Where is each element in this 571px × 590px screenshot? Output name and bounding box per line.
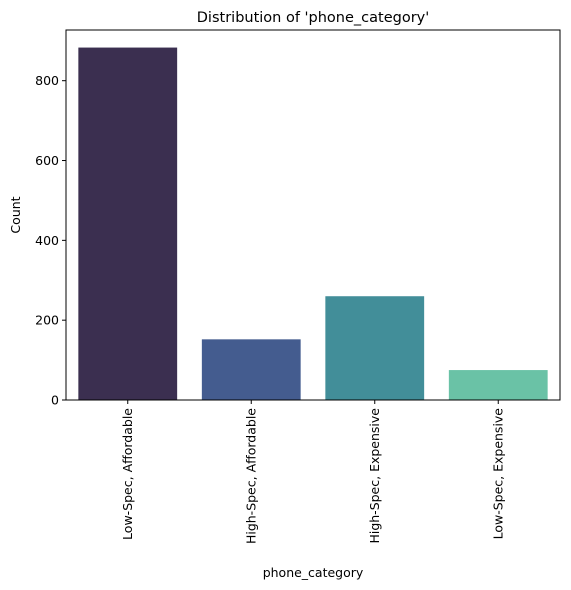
y-tick-label-2: 400 bbox=[35, 233, 59, 248]
plot-frame bbox=[65, 29, 561, 401]
y-axis: 0 200 400 600 800 bbox=[35, 73, 66, 408]
bar-0 bbox=[78, 47, 178, 401]
bar-1 bbox=[201, 339, 301, 400]
x-tick-label-0: Low-Spec, Affordable bbox=[120, 408, 135, 540]
y-tick-label-4: 800 bbox=[35, 73, 59, 88]
y-axis-label: Count bbox=[8, 196, 23, 233]
bar-3 bbox=[448, 370, 548, 400]
bar-2 bbox=[325, 296, 425, 400]
x-axis: Low-Spec, Affordable High-Spec, Affordabl… bbox=[120, 400, 505, 544]
x-tick-label-1: High-Spec, Affordable bbox=[243, 408, 258, 544]
bars-group bbox=[78, 47, 548, 401]
x-axis-label: phone_category bbox=[263, 565, 364, 580]
x-tick-label-3: Low-Spec, Expensive bbox=[490, 408, 505, 540]
x-tick-label-2: High-Spec, Expensive bbox=[367, 408, 382, 544]
chart-title: Distribution of 'phone_category' bbox=[197, 10, 429, 26]
y-tick-label-3: 600 bbox=[35, 153, 59, 168]
y-tick-label-0: 0 bbox=[51, 393, 59, 408]
y-tick-label-1: 200 bbox=[35, 313, 59, 328]
